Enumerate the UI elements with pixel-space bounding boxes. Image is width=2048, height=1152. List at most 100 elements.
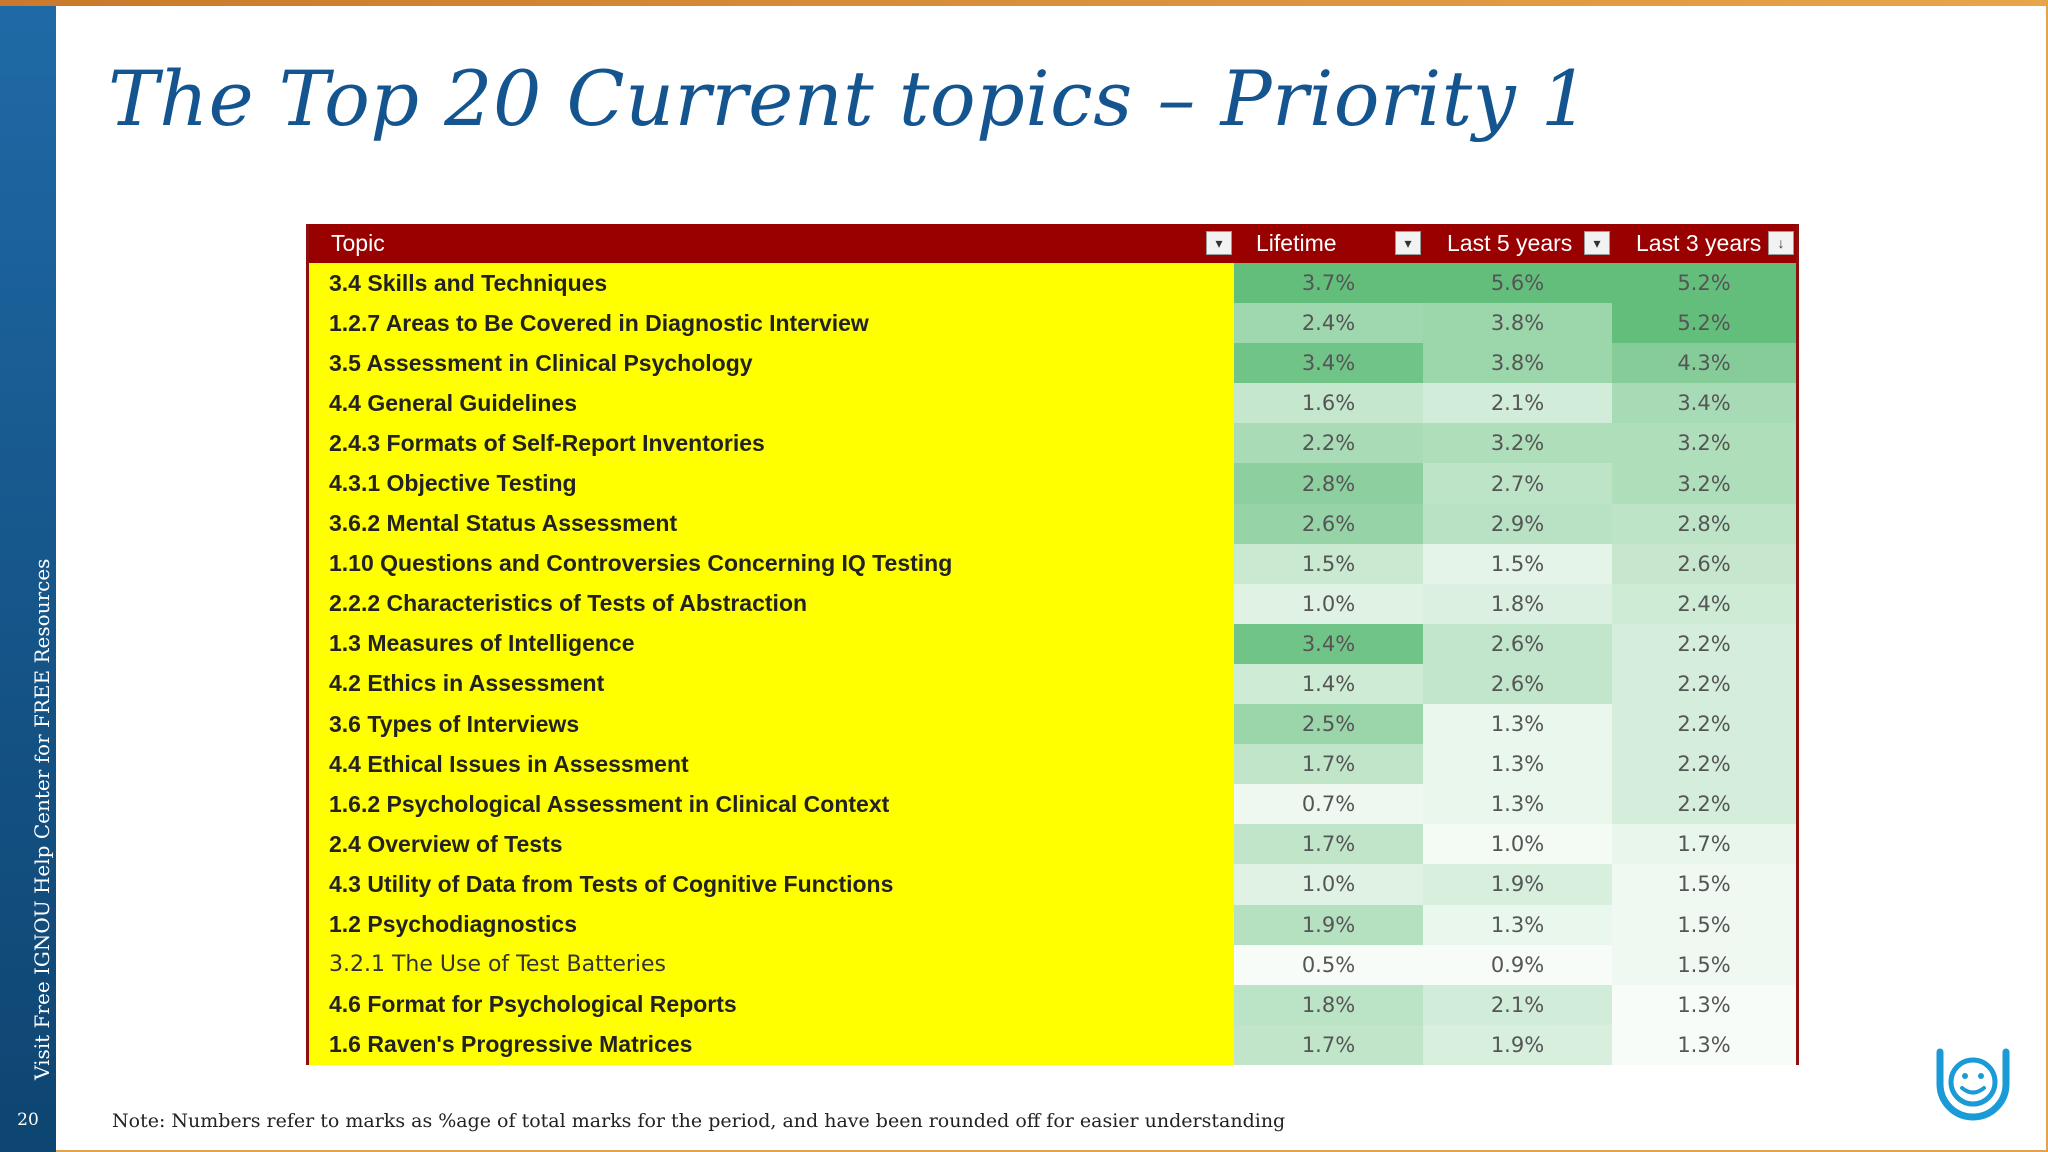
last5-cell: 1.5%	[1423, 543, 1612, 584]
table-row: 4.6 Format for Psychological Reports 1.8%…	[309, 984, 1796, 1025]
topic-cell: 4.3 Utility of Data from Tests of Cognit…	[309, 864, 1234, 905]
table-row: 3.4 Skills and Techniques 3.7% 5.6% 5.2%	[309, 263, 1796, 304]
topic-cell: 3.5 Assessment in Clinical Psychology	[309, 343, 1234, 384]
last5-cell: 1.9%	[1423, 1024, 1612, 1065]
topic-cell: 4.2 Ethics in Assessment	[309, 663, 1234, 705]
lifetime-cell: 1.7%	[1234, 744, 1423, 785]
last5-cell: 0.9%	[1423, 944, 1612, 985]
page-number: 20	[17, 1110, 39, 1130]
topics-table: Topic ▾ Lifetime ▾ Last 5 years ▾ Last 3…	[309, 224, 1796, 1065]
topics-table-container: Topic ▾ Lifetime ▾ Last 5 years ▾ Last 3…	[306, 224, 1799, 1065]
last3-cell: 1.3%	[1612, 1024, 1796, 1065]
header-last3: Last 3 years ↓	[1612, 224, 1796, 263]
last5-cell: 1.9%	[1423, 864, 1612, 905]
table-row: 4.3 Utility of Data from Tests of Cognit…	[309, 864, 1796, 905]
lifetime-cell: 3.4%	[1234, 343, 1423, 384]
last5-cell: 2.1%	[1423, 383, 1612, 424]
last3-cell: 2.8%	[1612, 503, 1796, 544]
filter-dropdown-icon[interactable]: ▾	[1206, 231, 1232, 255]
last3-cell: 2.2%	[1612, 704, 1796, 745]
topic-cell: 3.4 Skills and Techniques	[309, 263, 1234, 304]
lifetime-cell: 1.9%	[1234, 904, 1423, 945]
topic-cell: 4.3.1 Objective Testing	[309, 463, 1234, 504]
table-row: 2.2.2 Characteristics of Tests of Abstra…	[309, 583, 1796, 624]
last3-cell: 2.2%	[1612, 784, 1796, 825]
lifetime-cell: 3.7%	[1234, 263, 1423, 304]
last3-cell: 1.5%	[1612, 864, 1796, 905]
side-bar	[0, 6, 56, 1152]
filter-dropdown-icon[interactable]: ▾	[1395, 231, 1421, 255]
last5-cell: 3.2%	[1423, 423, 1612, 464]
topic-cell: 1.10 Questions and Controversies Concern…	[309, 543, 1234, 584]
lifetime-cell: 2.4%	[1234, 303, 1423, 344]
last3-cell: 4.3%	[1612, 343, 1796, 384]
last3-cell: 5.2%	[1612, 303, 1796, 344]
lifetime-cell: 0.7%	[1234, 784, 1423, 825]
last5-cell: 2.9%	[1423, 503, 1612, 544]
topic-cell: 2.4 Overview of Tests	[309, 824, 1234, 865]
side-banner-text: Visit Free IGNOU Help Center for FREE Re…	[30, 558, 54, 1080]
last5-cell: 1.3%	[1423, 904, 1612, 945]
last3-cell: 1.5%	[1612, 944, 1796, 985]
table-row: 3.5 Assessment in Clinical Psychology 3.4…	[309, 343, 1796, 384]
right-frame-line	[2046, 0, 2048, 1152]
topic-cell: 3.6 Types of Interviews	[309, 704, 1234, 745]
header-last5-label: Last 5 years	[1447, 230, 1573, 256]
table-row: 1.6 Raven's Progressive Matrices 1.7% 1.9%…	[309, 1024, 1796, 1065]
last5-cell: 1.3%	[1423, 744, 1612, 785]
topic-cell: 1.6.2 Psychological Assessment in Clinic…	[309, 784, 1234, 825]
header-last5: Last 5 years ▾	[1423, 224, 1612, 263]
table-row: 1.2 Psychodiagnostics 1.9% 1.3% 1.5%	[309, 904, 1796, 945]
table-body: 3.4 Skills and Techniques 3.7% 5.6% 5.2% 1.2…	[309, 263, 1796, 1065]
topic-cell: 2.4.3 Formats of Self-Report Inventories	[309, 423, 1234, 464]
lifetime-cell: 1.0%	[1234, 864, 1423, 905]
sort-descending-icon[interactable]: ↓	[1768, 231, 1794, 255]
table-row: 1.2.7 Areas to Be Covered in Diagnostic …	[309, 303, 1796, 344]
filter-dropdown-icon[interactable]: ▾	[1584, 231, 1610, 255]
top-accent-bar	[0, 0, 2048, 6]
last5-cell: 2.6%	[1423, 623, 1612, 664]
lifetime-cell: 1.5%	[1234, 543, 1423, 584]
table-row: 3.6.2 Mental Status Assessment 2.6% 2.9% 2.…	[309, 503, 1796, 544]
topic-cell: 2.2.2 Characteristics of Tests of Abstra…	[309, 583, 1234, 624]
topic-cell: 1.2.7 Areas to Be Covered in Diagnostic …	[309, 303, 1234, 344]
lifetime-cell: 1.0%	[1234, 583, 1423, 624]
header-lifetime-label: Lifetime	[1256, 230, 1337, 256]
table-row: 3.6 Types of Interviews 2.5% 1.3% 2.2%	[309, 704, 1796, 745]
last3-cell: 3.2%	[1612, 423, 1796, 464]
last3-cell: 2.6%	[1612, 543, 1796, 584]
table-row: 4.3.1 Objective Testing 2.8% 2.7% 3.2%	[309, 463, 1796, 504]
lifetime-cell: 2.2%	[1234, 423, 1423, 464]
last3-cell: 2.2%	[1612, 663, 1796, 705]
table-row: 1.10 Questions and Controversies Concern…	[309, 543, 1796, 584]
lifetime-cell: 1.7%	[1234, 1024, 1423, 1065]
lifetime-cell: 2.5%	[1234, 704, 1423, 745]
last5-cell: 3.8%	[1423, 303, 1612, 344]
table-header-row: Topic ▾ Lifetime ▾ Last 5 years ▾ Last 3…	[309, 224, 1796, 263]
last5-cell: 2.7%	[1423, 463, 1612, 504]
topic-cell: 1.2 Psychodiagnostics	[309, 904, 1234, 945]
smiley-logo-icon	[1936, 1048, 2010, 1121]
page-title: The Top 20 Current topics – Priority 1	[108, 54, 1590, 143]
table-row: 1.3 Measures of Intelligence 3.4% 2.6% 2.2%	[309, 623, 1796, 664]
header-topic-label: Topic	[331, 230, 385, 256]
last3-cell: 1.5%	[1612, 904, 1796, 945]
last3-cell: 1.3%	[1612, 984, 1796, 1025]
topic-cell: 4.4 Ethical Issues in Assessment	[309, 744, 1234, 785]
bottom-frame-line	[0, 1150, 2048, 1152]
topic-cell: 1.6 Raven's Progressive Matrices	[309, 1024, 1234, 1065]
topic-cell: 4.6 Format for Psychological Reports	[309, 984, 1234, 1025]
table-row: 4.4 General Guidelines 1.6% 2.1% 3.4%	[309, 383, 1796, 424]
last3-cell: 3.2%	[1612, 463, 1796, 504]
table-row: 4.2 Ethics in Assessment 1.4% 2.6% 2.2%	[309, 663, 1796, 705]
header-lifetime: Lifetime ▾	[1234, 224, 1423, 263]
topic-cell: 4.4 General Guidelines	[309, 383, 1234, 424]
last3-cell: 2.4%	[1612, 583, 1796, 624]
lifetime-cell: 3.4%	[1234, 623, 1423, 664]
topic-cell: 3.6.2 Mental Status Assessment	[309, 503, 1234, 544]
last5-cell: 1.3%	[1423, 784, 1612, 825]
lifetime-cell: 2.6%	[1234, 503, 1423, 544]
lifetime-cell: 1.6%	[1234, 383, 1423, 424]
last3-cell: 1.7%	[1612, 824, 1796, 865]
footnote: Note: Numbers refer to marks as %age of …	[112, 1110, 1286, 1132]
